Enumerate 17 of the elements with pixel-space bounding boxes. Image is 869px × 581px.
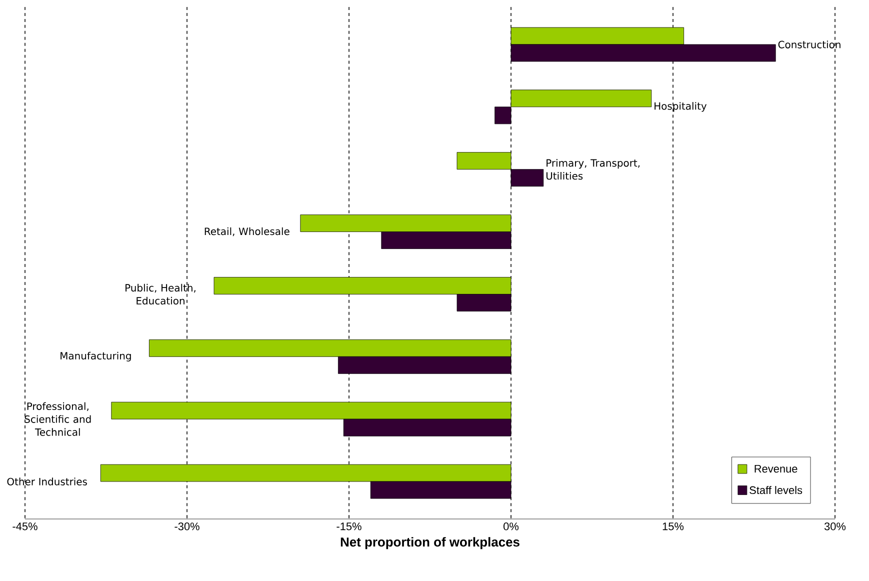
x-tick-label: 15% — [662, 522, 684, 530]
y-tick-label: Professional, Scientific and Technical — [24, 402, 91, 436]
x-axis-title: Net proportion of workplaces — [340, 537, 520, 550]
y-tick-label: Primary, Transport, Utilities — [546, 158, 640, 180]
x-tick-label: -45% — [12, 522, 38, 530]
x-tick-label: 30% — [824, 522, 846, 530]
y-tick-label: Public, Health, Education — [126, 284, 196, 305]
y-tick-label: Other Industries — [7, 478, 87, 486]
y-tick-label: Hospitality — [654, 102, 707, 112]
y-tick-label: Manufacturing — [60, 352, 131, 362]
x-tick-label: -15% — [336, 522, 362, 530]
y-tick-label: Construction — [778, 40, 840, 48]
x-tick-label: 0% — [504, 522, 519, 530]
legend-label: Staff levels — [750, 486, 802, 494]
legend-label: Revenue — [754, 464, 798, 473]
x-tick-label: -30% — [174, 522, 200, 530]
y-tick-label: Retail, Wholesale — [204, 227, 290, 236]
